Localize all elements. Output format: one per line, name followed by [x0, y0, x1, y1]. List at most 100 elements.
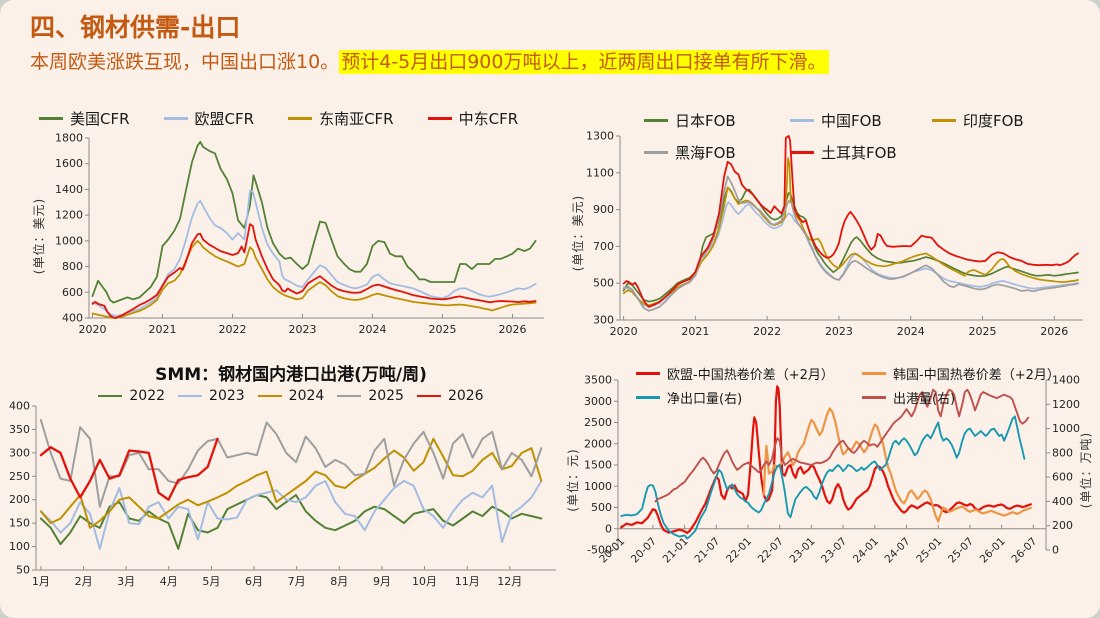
- axis-tick-label: 2020: [610, 325, 638, 338]
- axis-tick-label: 1300: [586, 130, 614, 143]
- axis-tick-label: 6月: [245, 575, 263, 588]
- series-line: [91, 223, 537, 319]
- legend-item-4: 土耳其FOB: [790, 142, 932, 163]
- chart-fob-prices: 日本FOB 中国FOB 印度FOB 黑海FOB 土耳其FOB 300 500 700 900 1…: [586, 112, 1093, 344]
- axis-tick-label: 400: [1052, 495, 1073, 508]
- legend-item-2: 印度FOB: [932, 110, 1024, 131]
- legend-item-1: 中国FOB: [790, 110, 932, 131]
- axis-tick-label: 11月: [455, 575, 480, 588]
- axis-tick-label: 200: [9, 493, 30, 506]
- axis-tick-label: 1200: [1052, 398, 1080, 411]
- axis-tick-label: 24-01: [851, 535, 881, 565]
- legend-item-2: 2024: [257, 388, 325, 404]
- legend-item-3: 出港量(右): [862, 388, 1060, 407]
- axis-tick-label: 800: [62, 260, 83, 273]
- axis-tick-label: 10月: [412, 575, 437, 588]
- axis-tick-label: 500: [593, 277, 614, 290]
- chart-port-outbound-title: SMM：钢材国内港口出港(万吨/周): [155, 365, 427, 385]
- axis-tick-label: 22-01: [724, 535, 754, 565]
- axis-tick-label: 1000: [584, 480, 612, 493]
- series-line: [622, 135, 1079, 308]
- axis-tick-label: 100: [9, 540, 30, 553]
- axis-tick-label: 2022: [753, 325, 781, 338]
- axis-tick-label: 350: [9, 423, 30, 436]
- axis-tick-label: 400: [62, 312, 83, 325]
- legend-line-icon: [178, 394, 203, 398]
- axis-tick-label: 2023: [825, 325, 853, 338]
- chart-spread-exports-plot: -500 0 500 1000 1500 2000 2500 3000 3500 0 200 400 6…: [578, 366, 1088, 616]
- y-axis-unit-label-cfr: (单位：美元): [32, 197, 46, 275]
- series-line: [91, 189, 537, 318]
- axis-tick-label: 2021: [681, 325, 709, 338]
- legend-line-icon: [163, 117, 188, 120]
- series-line: [91, 240, 537, 319]
- legend-line-icon: [39, 117, 63, 120]
- legend-item-0: 2022: [98, 388, 165, 404]
- axis-tick-label: 3000: [584, 395, 612, 408]
- series-line: [39, 480, 543, 550]
- subtitle-highlight: 预计4-5月出口900万吨以上，近两周出口接单有所下滑。: [339, 50, 829, 74]
- chart-canvas: 300 500 700 900 1100 1300 2020 2021 2022 2023 2024…: [586, 130, 1083, 338]
- legend-label: 欧盟CFR: [194, 110, 255, 128]
- legend-line-icon: [790, 119, 814, 122]
- axis-tick-label: 9月: [373, 575, 391, 588]
- axis-tick-label: 7月: [288, 575, 306, 588]
- legend-label: 净出口量(右): [667, 392, 743, 407]
- legend-item-1: 2023: [178, 388, 245, 404]
- legend-line-icon: [644, 151, 668, 154]
- axis-tick-label: 2026: [499, 323, 527, 336]
- y-axis-unit-label-volume: (单位：万吨): [1079, 431, 1093, 509]
- chart-canvas: -500 0 500 1000 1500 2000 2500 3000 3500 0 200 400 6…: [584, 374, 1080, 566]
- legend-label: 中东CFR: [458, 110, 519, 128]
- axis-tick-label: 12月: [497, 575, 522, 588]
- series-line: [622, 157, 1079, 307]
- series-line: [622, 175, 1079, 312]
- axis-tick-label: 4月: [160, 575, 178, 588]
- legend-line-icon: [644, 119, 668, 122]
- page-subtitle: 本周欧美涨跌互现，中国出口涨10。 预计4-5月出口900万吨以上，近两周出口接单…: [30, 47, 829, 74]
- legend-item-3: 中东CFR: [427, 108, 519, 129]
- axis-tick-label: 500: [591, 501, 612, 514]
- legend-label: 2025: [368, 388, 404, 404]
- axis-tick-label: 2021: [149, 323, 177, 336]
- legend-item-0: 美国CFR: [39, 108, 130, 129]
- legend-label: 2022: [129, 388, 166, 404]
- legend-line-icon: [932, 119, 956, 122]
- y-axis-unit-label-fob: (单位：美元): [571, 194, 585, 272]
- axis-tick-label: 5月: [202, 575, 220, 588]
- legend-item-0: 欧盟-中国热卷价差（+2月）: [636, 364, 862, 383]
- series-line: [39, 437, 543, 529]
- axis-tick-label: 1800: [55, 132, 83, 145]
- axis-tick-label: 2024: [359, 323, 387, 336]
- legend-line-icon: [862, 396, 886, 399]
- axis-tick-label: 20-07: [629, 535, 659, 565]
- axis-tick-label: 1600: [55, 157, 83, 170]
- legend-label: 中国FOB: [821, 112, 882, 130]
- axis-tick-label: 300: [9, 446, 30, 459]
- legend-label: 东南亚CFR: [319, 110, 394, 128]
- legend-label: 出港量(右): [893, 392, 956, 407]
- legend-label: 2023: [209, 388, 245, 404]
- series-line: [39, 437, 219, 501]
- legend-line-icon: [98, 394, 123, 398]
- axis-tick-label: 1400: [55, 183, 83, 196]
- legend-item-2: 东南亚CFR: [288, 108, 394, 129]
- axis-tick-label: 8月: [330, 575, 348, 588]
- axis-tick-label: 21-01: [661, 535, 691, 565]
- chart-fob-legend: 日本FOB 中国FOB 印度FOB 黑海FOB 土耳其FOB: [644, 110, 1024, 163]
- legend-line-icon: [427, 117, 452, 120]
- series-line: [654, 388, 1030, 503]
- series-line: [622, 186, 1079, 303]
- legend-line-icon: [790, 151, 814, 154]
- legend-line-icon: [288, 117, 313, 120]
- legend-label: 2024: [288, 388, 325, 404]
- chart-cfr-plot: 400 600 800 1000 1200 1400 1600 1800 2020 2021 202…: [45, 126, 560, 340]
- axis-tick-label: 800: [1052, 446, 1073, 459]
- axis-tick-label: 50: [16, 564, 30, 577]
- legend-item-1: 欧盟CFR: [163, 108, 255, 129]
- axis-tick-label: 3月: [117, 575, 135, 588]
- axis-tick-label: 2025: [969, 325, 997, 338]
- axis-tick-label: 2025: [429, 323, 457, 336]
- chart-fob-plot: 300 500 700 900 1100 1300 2020 2021 2022 2023 2024…: [586, 124, 1093, 344]
- axis-tick-label: 1400: [1052, 374, 1080, 387]
